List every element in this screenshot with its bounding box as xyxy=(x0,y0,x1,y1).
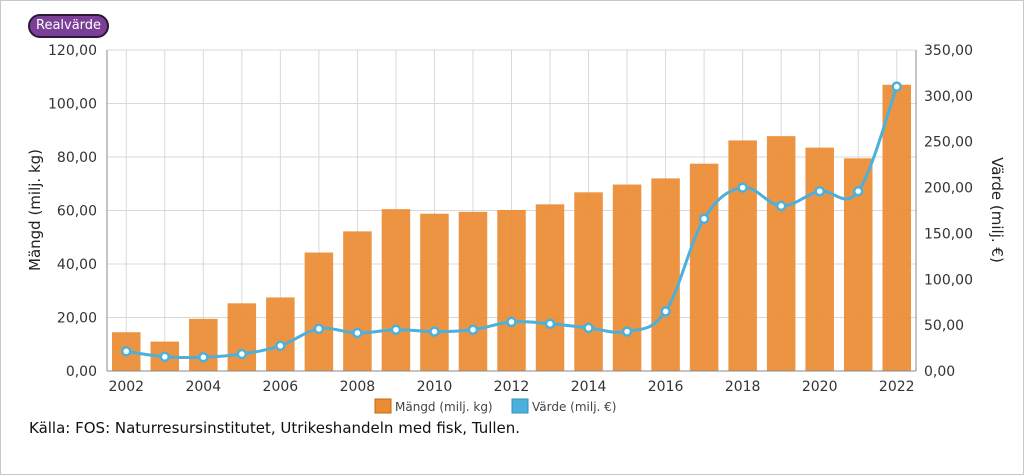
value-point[interactable] xyxy=(544,318,556,330)
bar-amount[interactable] xyxy=(612,184,642,371)
bar-amount[interactable] xyxy=(343,231,372,371)
right-axis-title: Värde (milj. €) xyxy=(988,157,1006,263)
right-tick-label: 100,00 xyxy=(924,272,973,288)
bar-amount[interactable] xyxy=(497,209,526,371)
bars xyxy=(112,84,911,372)
value-point[interactable] xyxy=(390,324,402,335)
legend-label-value[interactable]: Värde (milj. €) xyxy=(532,400,617,414)
left-tick-label: 100,00 xyxy=(48,97,97,113)
value-point[interactable] xyxy=(737,182,748,193)
bar-amount[interactable] xyxy=(535,204,565,371)
value-point[interactable] xyxy=(352,327,363,339)
left-tick-label: 0,00 xyxy=(66,364,97,380)
left-tick-label: 60,00 xyxy=(57,204,97,220)
bar-amount[interactable] xyxy=(304,252,334,371)
value-point[interactable] xyxy=(236,348,248,360)
bar-amount[interactable] xyxy=(728,140,757,371)
x-tick-label: 2018 xyxy=(725,379,761,395)
right-tick-label: 250,00 xyxy=(924,135,973,151)
x-tick-label: 2016 xyxy=(648,379,684,395)
x-tick-label: 2002 xyxy=(108,379,144,395)
bar-amount[interactable] xyxy=(574,192,603,371)
value-point[interactable] xyxy=(506,316,517,328)
value-point[interactable] xyxy=(621,326,633,337)
right-tick-label: 350,00 xyxy=(924,43,973,59)
value-point[interactable] xyxy=(775,200,787,212)
x-tick-label: 2020 xyxy=(802,379,838,395)
bar-amount[interactable] xyxy=(689,163,719,371)
left-axis-title: Mängd (milj. kg) xyxy=(26,149,44,271)
bar-amount[interactable] xyxy=(420,213,449,371)
x-tick-label: 2010 xyxy=(417,379,453,395)
value-point[interactable] xyxy=(198,351,209,363)
legend-swatch-amount xyxy=(374,398,392,414)
legend-swatch-value xyxy=(511,398,529,414)
bar-amount[interactable] xyxy=(227,303,257,371)
bar-amount[interactable] xyxy=(189,318,218,371)
right-tick-label: 150,00 xyxy=(924,226,973,242)
left-tick-label: 20,00 xyxy=(57,311,97,327)
value-point[interactable] xyxy=(660,306,671,317)
x-tick-label: 2012 xyxy=(494,379,530,395)
value-point[interactable] xyxy=(698,213,710,225)
value-line xyxy=(121,81,902,363)
legend-label-amount[interactable]: Mängd (milj. kg) xyxy=(395,400,493,414)
value-point[interactable] xyxy=(814,185,825,197)
bar-amount[interactable] xyxy=(882,84,911,372)
left-tick-label: 80,00 xyxy=(57,150,97,166)
source-note: Källa: FOS: Naturresursinstitutet, Utrik… xyxy=(29,419,521,437)
right-tick-label: 300,00 xyxy=(924,89,973,105)
value-point[interactable] xyxy=(429,326,440,337)
x-tick-label: 2008 xyxy=(340,379,376,395)
bar-amount[interactable] xyxy=(651,178,680,371)
left-tick-label: 40,00 xyxy=(57,257,97,273)
value-point[interactable] xyxy=(467,324,479,335)
bar-amount[interactable] xyxy=(458,211,488,371)
x-tick-label: 2014 xyxy=(571,379,607,395)
right-tick-label: 0,00 xyxy=(924,364,955,380)
bar-amount[interactable] xyxy=(381,209,411,371)
axes: 0,00 20,00 40,00 60,00 80,00 100,00 120,00 0,00… xyxy=(48,43,973,395)
x-tick-label: 2004 xyxy=(185,379,221,395)
value-point[interactable] xyxy=(159,351,171,363)
value-point[interactable] xyxy=(583,322,594,334)
left-tick-label: 120,00 xyxy=(48,43,97,59)
x-tick-label: 2022 xyxy=(879,379,915,395)
value-point[interactable] xyxy=(852,185,864,197)
value-point[interactable] xyxy=(121,346,132,357)
bar-amount[interactable] xyxy=(805,147,834,371)
bar-amount[interactable] xyxy=(266,297,295,371)
value-point[interactable] xyxy=(313,323,325,335)
value-point[interactable] xyxy=(891,81,902,92)
real-value-toggle-button[interactable]: Realvärde xyxy=(28,14,110,38)
right-tick-label: 200,00 xyxy=(924,181,973,197)
x-tick-label: 2006 xyxy=(263,379,299,395)
right-tick-label: 50,00 xyxy=(924,318,964,334)
bar-amount[interactable] xyxy=(766,136,796,371)
value-point[interactable] xyxy=(275,340,286,352)
legend: Mängd (milj. kg) Värde (milj. €) xyxy=(374,398,617,414)
